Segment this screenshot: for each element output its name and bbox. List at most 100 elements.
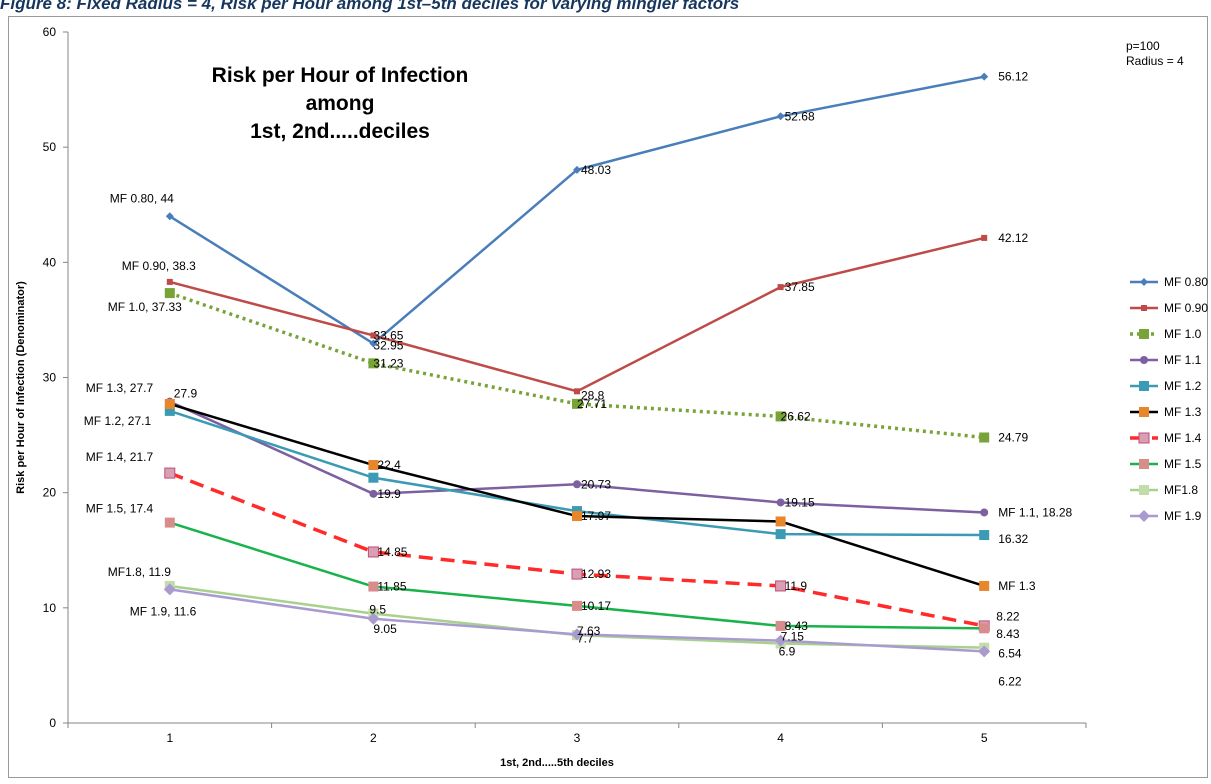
data-point: [573, 165, 581, 174]
data-point: [979, 580, 990, 591]
legend-item: MF 0.90: [1130, 301, 1208, 315]
series-line: [169, 236, 985, 393]
chart-title: Risk per Hour of Infection among 1st, 2nd.…: [212, 64, 469, 143]
data-point: [367, 546, 379, 558]
x-tick-label: 1: [166, 731, 173, 745]
legend-label: MF 1.0: [1164, 327, 1202, 341]
data-point: [165, 212, 174, 221]
data-label: 56.12: [998, 70, 1028, 84]
x-tick-label: 3: [574, 731, 581, 745]
data-label: 6.9: [779, 645, 796, 659]
data-point: [978, 645, 991, 658]
data-point: [775, 411, 786, 422]
data-label: 16.32: [998, 532, 1028, 546]
chart-frame: [8, 16, 1208, 778]
data-point: [776, 498, 785, 507]
legend-item: MF1.8: [1130, 483, 1198, 497]
y-tick-label: 10: [43, 601, 57, 615]
data-point: [572, 511, 582, 522]
data-label: 19.9: [377, 487, 401, 501]
data-point: [980, 72, 989, 81]
data-label: MF 1.0, 37.33: [108, 300, 182, 314]
legend-label: MF 1.9: [1164, 509, 1202, 523]
data-point: [369, 489, 378, 498]
data-point: [1140, 356, 1148, 364]
data-point: [980, 508, 989, 517]
data-label: MF 1.5, 17.4: [86, 502, 154, 516]
x-axis-title: 1st, 2nd.....5th deciles: [500, 757, 614, 769]
chart-title-line: 1st, 2nd.....deciles: [250, 120, 430, 143]
data-label: 10.17: [581, 599, 611, 613]
data-point: [775, 516, 786, 527]
data-point: [368, 472, 379, 483]
legend-label: MF 1.1: [1164, 353, 1202, 367]
data-label: 12.93: [581, 567, 611, 581]
data-point: [164, 398, 175, 409]
data-label: MF 1.4, 21.7: [86, 450, 154, 464]
data-label: 27.71: [577, 397, 607, 411]
data-point: [979, 530, 990, 541]
data-point: [775, 529, 786, 540]
y-tick-label: 40: [43, 255, 57, 269]
data-point: [1139, 381, 1149, 391]
series-mf-0-80: [165, 72, 989, 348]
data-label: 52.68: [785, 109, 815, 123]
data-point: [368, 581, 379, 592]
data-point: [1141, 305, 1147, 311]
data-point: [164, 517, 175, 528]
data-point: [164, 288, 175, 299]
series-mf-1-3: [164, 398, 990, 591]
y-tick-label: 20: [43, 486, 57, 500]
legend-item: MF 0.80: [1130, 275, 1208, 289]
data-label: MF 0.90, 38.3: [122, 259, 196, 273]
x-tick-label: 4: [777, 731, 784, 745]
data-label: MF 1.9, 11.6: [130, 604, 197, 618]
data-point: [979, 623, 990, 634]
data-label: 9.5: [369, 603, 386, 617]
data-label: 33.65: [373, 328, 403, 342]
corner-note: Radius = 4: [1126, 54, 1184, 68]
data-point: [572, 600, 582, 611]
data-point: [166, 278, 173, 285]
data-point: [775, 620, 786, 631]
y-tick-label: 0: [49, 716, 56, 730]
x-tick-label: 5: [981, 731, 988, 745]
y-tick-label: 60: [43, 25, 57, 39]
data-point: [164, 405, 175, 416]
data-point: [1138, 510, 1150, 522]
x-tick-label: 2: [370, 731, 377, 745]
series-mf-0-90: [166, 234, 988, 395]
data-label: 22.4: [377, 458, 401, 472]
legend-item: MF 1.4: [1130, 431, 1202, 445]
data-point: [774, 634, 787, 647]
legend-label: MF1.8: [1164, 483, 1198, 497]
data-label: MF 1.2, 27.1: [84, 414, 152, 428]
data-point: [572, 398, 582, 409]
data-point: [1139, 407, 1149, 417]
data-label: MF1.8, 11.9: [108, 565, 171, 579]
data-label: MF 1.3: [998, 579, 1036, 593]
data-point: [1139, 485, 1149, 495]
axes: 0 10 20 30 40 50 60 1 2 3 4 5: [43, 25, 1087, 745]
series-mf-1-5: [164, 517, 990, 634]
figure-caption: Figure 8: Fixed Radius = 4, Risk per Hou…: [0, 0, 740, 13]
legend-label: MF 0.80: [1164, 275, 1208, 289]
data-label: MF 1.3, 27.7: [86, 381, 154, 395]
data-label: MF 1.1, 18.28: [998, 505, 1072, 519]
data-label: 26.62: [781, 409, 811, 423]
data-point: [573, 480, 581, 489]
series-mf-1-9: [163, 583, 991, 658]
legend-label: MF 1.2: [1164, 379, 1202, 393]
data-label: 27.9: [174, 387, 198, 401]
data-point: [1139, 329, 1149, 339]
series-line: [169, 400, 985, 514]
series-mf-1-0: [164, 288, 990, 443]
data-label: 7.63: [577, 624, 601, 638]
legend-item: MF 1.2: [1130, 379, 1202, 393]
chart-title-line: Risk per Hour of Infection: [212, 64, 469, 87]
legend-item: MF 1.3: [1130, 405, 1202, 419]
series-line: [169, 75, 985, 345]
data-label: 6.22: [998, 674, 1022, 688]
data-point: [571, 568, 583, 580]
